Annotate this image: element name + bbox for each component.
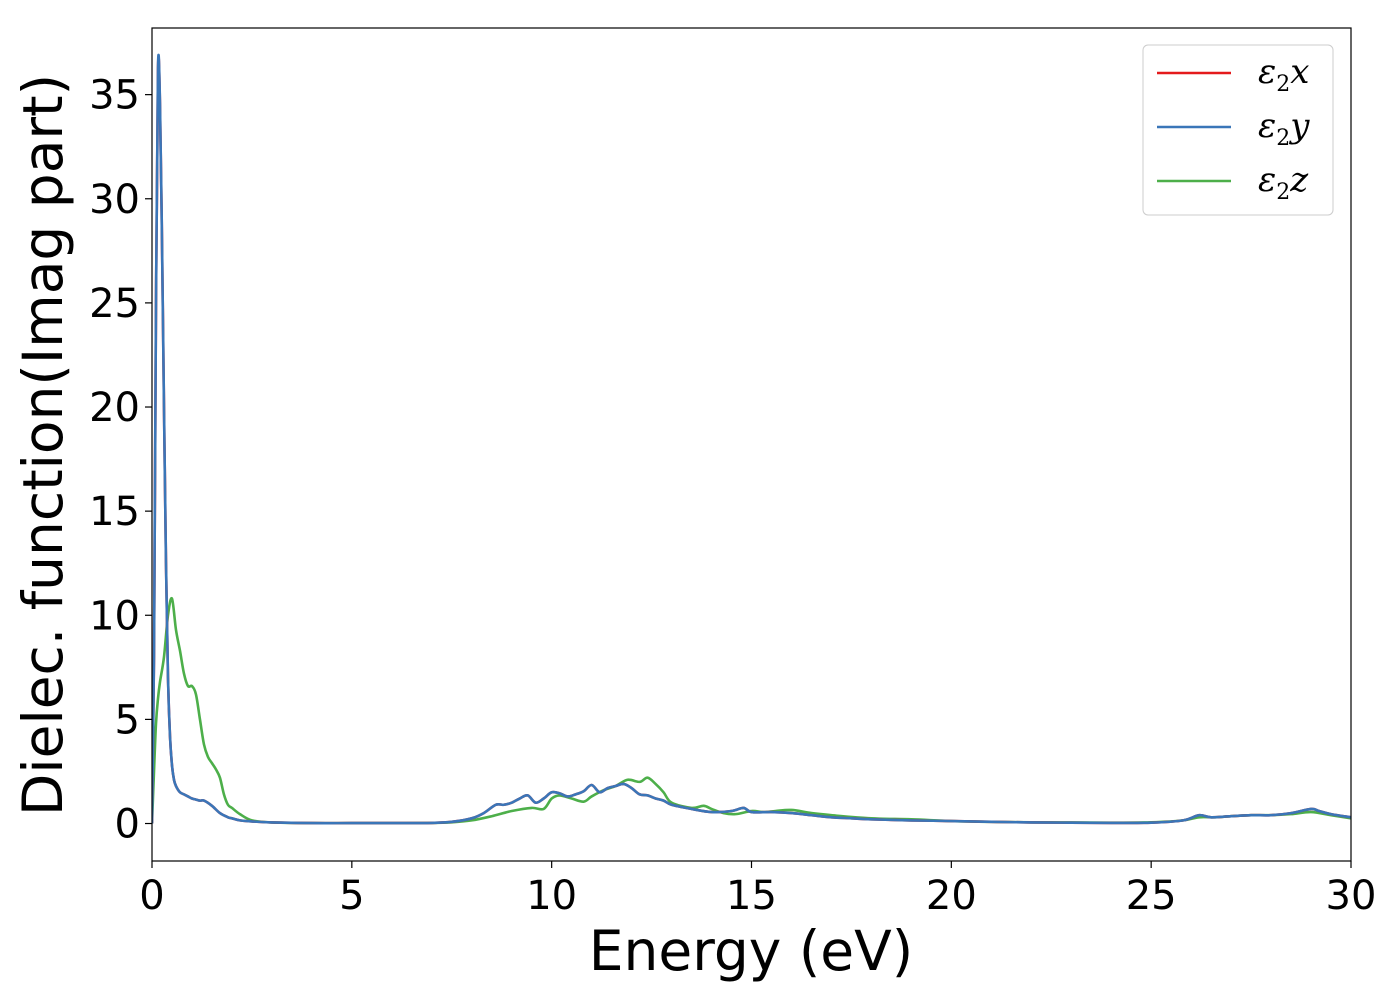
- y-axis: 0 5 10 15 20 25 30 35: [89, 73, 152, 848]
- y-tick-label: 0: [115, 802, 140, 848]
- y-tick-label: 35: [89, 73, 140, 119]
- y-tick-label: 25: [89, 281, 140, 327]
- y-tick-label: 5: [115, 697, 140, 743]
- y-axis-label: Dielec. function(Imag part): [11, 74, 75, 816]
- legend-frame: [1142, 44, 1334, 216]
- x-tick-label: 0: [139, 873, 164, 919]
- y-tick-label: 30: [89, 177, 140, 223]
- y-tick-label: 20: [89, 385, 140, 431]
- x-axis-label: Energy (eV): [589, 919, 913, 983]
- x-tick-label: 10: [526, 873, 577, 919]
- legend: ε2x ε2y ε2z: [1142, 44, 1334, 216]
- x-tick-label: 20: [926, 873, 977, 919]
- y-tick-label: 15: [89, 489, 140, 535]
- x-tick-label: 30: [1326, 873, 1377, 919]
- series-layer: [152, 53, 1351, 825]
- x-axis: 0 5 10 15 20 25 30: [139, 861, 1376, 919]
- y-tick-label: 10: [89, 593, 140, 639]
- legend-label-y: ε2y: [1258, 106, 1310, 151]
- x-tick-label: 25: [1126, 873, 1177, 919]
- series-line-y: [152, 53, 1351, 825]
- legend-label-z: ε2z: [1258, 160, 1309, 205]
- x-tick-label: 15: [726, 873, 777, 919]
- legend-label-x: ε2x: [1258, 52, 1309, 97]
- x-tick-label: 5: [339, 873, 364, 919]
